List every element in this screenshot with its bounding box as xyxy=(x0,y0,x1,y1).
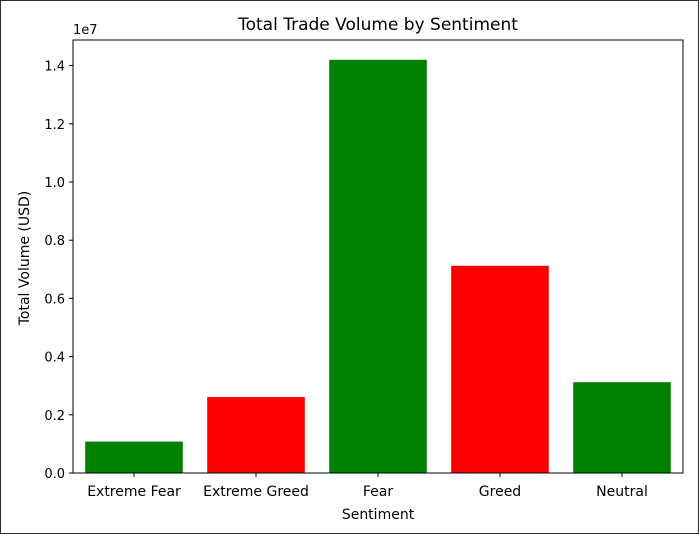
plot-area-border xyxy=(72,39,684,474)
bar-extreme-greed xyxy=(207,397,305,473)
x-tick-label: Fear xyxy=(363,484,393,500)
bar-extreme-fear xyxy=(85,441,183,473)
y-tick-label: 0.2 xyxy=(44,409,65,424)
chart-title: Total Trade Volume by Sentiment xyxy=(237,15,518,35)
y-tick-label: 0.8 xyxy=(44,234,65,249)
x-tick-label: Neutral xyxy=(596,484,648,500)
bar-greed xyxy=(451,265,549,473)
y-tick-label: 1.4 xyxy=(44,60,65,75)
bar-neutral xyxy=(573,382,671,473)
x-tick-label: Extreme Fear xyxy=(87,484,181,500)
y-tick-label: 0.6 xyxy=(44,292,65,307)
y-axis-label: Total Volume (USD) xyxy=(17,191,33,327)
y-tick-label: 0.4 xyxy=(44,351,65,366)
x-tick-label: Extreme Greed xyxy=(203,484,309,500)
y-tick-label: 1.2 xyxy=(44,118,65,133)
x-axis-ticks: Extreme Fear Extreme Greed Fear Greed Neutra… xyxy=(87,473,648,500)
bar-fear xyxy=(329,59,427,474)
y-axis-ticks: 0.0 0.2 0.4 0.6 0.8 1.0 1.2 1.4 xyxy=(44,60,73,482)
y-axis-offset-label: 1e7 xyxy=(73,23,98,38)
y-tick-label: 1.0 xyxy=(44,176,65,191)
bars-group xyxy=(85,59,671,474)
y-tick-label: 0.0 xyxy=(44,467,65,482)
x-tick-label: Greed xyxy=(479,484,521,500)
x-axis-label: Sentiment xyxy=(342,507,415,523)
